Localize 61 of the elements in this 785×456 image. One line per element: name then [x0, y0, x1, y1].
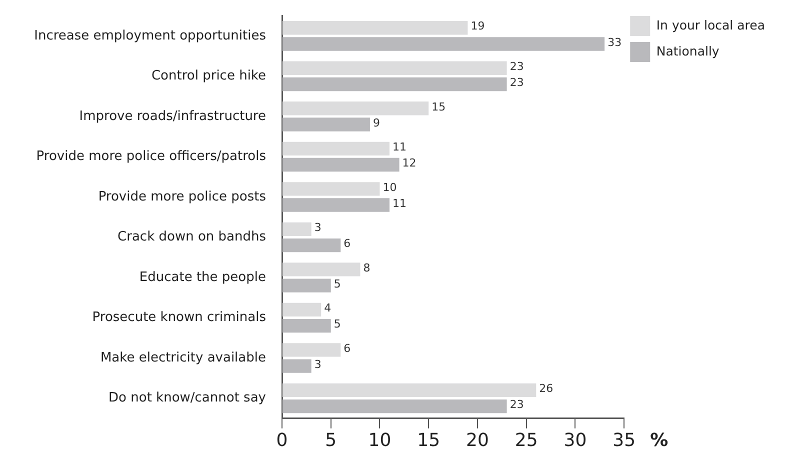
bar — [282, 142, 390, 156]
data-label: 11 — [392, 140, 407, 154]
data-label: 11 — [392, 196, 407, 210]
y-tick-label: Provide more police posts — [98, 189, 266, 204]
bar — [282, 158, 400, 172]
bar — [282, 37, 605, 51]
bar — [282, 383, 536, 398]
data-label: 6 — [344, 237, 351, 250]
bar — [282, 118, 370, 132]
bar — [282, 278, 331, 292]
bar — [282, 198, 390, 212]
data-label: 4 — [324, 302, 332, 315]
data-label: 12 — [402, 156, 416, 170]
bar — [282, 302, 322, 317]
x-tick-label: 30 — [564, 430, 587, 451]
y-tick-label: Crack down on bandhs — [118, 230, 266, 245]
data-label: 6 — [344, 342, 351, 355]
legend-label: Nationally — [656, 43, 720, 58]
data-label: 8 — [363, 261, 370, 274]
bar — [282, 77, 507, 92]
bar — [282, 182, 380, 196]
bar — [282, 222, 312, 236]
data-label: 3 — [314, 358, 322, 371]
bar — [282, 61, 507, 75]
y-tick-label: Provide more police officers/patrols — [36, 149, 266, 164]
x-tick-label: 0 — [276, 430, 288, 451]
data-label: 23 — [510, 398, 524, 412]
y-tick-label: Improve roads/infrastructure — [79, 108, 266, 124]
bar — [282, 102, 429, 116]
bar — [282, 343, 341, 357]
bar — [282, 359, 312, 373]
data-label: 23 — [510, 76, 524, 90]
data-label: 9 — [372, 116, 380, 130]
bar — [282, 318, 331, 333]
y-tick-label: Prosecute known criminals — [92, 310, 266, 326]
data-label: 3 — [314, 221, 322, 234]
x-tick-label: 5 — [325, 430, 337, 451]
data-label: 33 — [608, 36, 622, 49]
bar — [282, 21, 468, 35]
bar — [282, 238, 341, 252]
bar — [282, 262, 360, 276]
y-tick-label: Control price hike — [151, 68, 266, 84]
data-label: 5 — [334, 318, 341, 331]
data-label: 5 — [334, 277, 341, 290]
data-label: 23 — [510, 60, 524, 73]
x-axis-title: % — [650, 430, 668, 452]
data-label: 26 — [539, 382, 554, 396]
x-tick-label: 35 — [612, 430, 636, 451]
y-tick-label: Increase employment opportunities — [34, 28, 266, 44]
y-tick-label: Do not know/cannot say — [108, 390, 266, 406]
data-label: 10 — [382, 180, 397, 194]
x-tick-label: 10 — [368, 430, 392, 451]
y-tick-label: Educate the people — [139, 270, 266, 285]
bar — [282, 399, 507, 414]
x-tick-label: 15 — [417, 430, 440, 451]
x-tick-label: 20 — [466, 430, 489, 451]
data-label: 19 — [470, 20, 485, 33]
legend-label: In your local area — [656, 17, 766, 32]
data-label: 15 — [432, 100, 446, 114]
y-tick-label: Make electricity available — [100, 350, 266, 366]
x-tick-label: 25 — [514, 430, 538, 451]
